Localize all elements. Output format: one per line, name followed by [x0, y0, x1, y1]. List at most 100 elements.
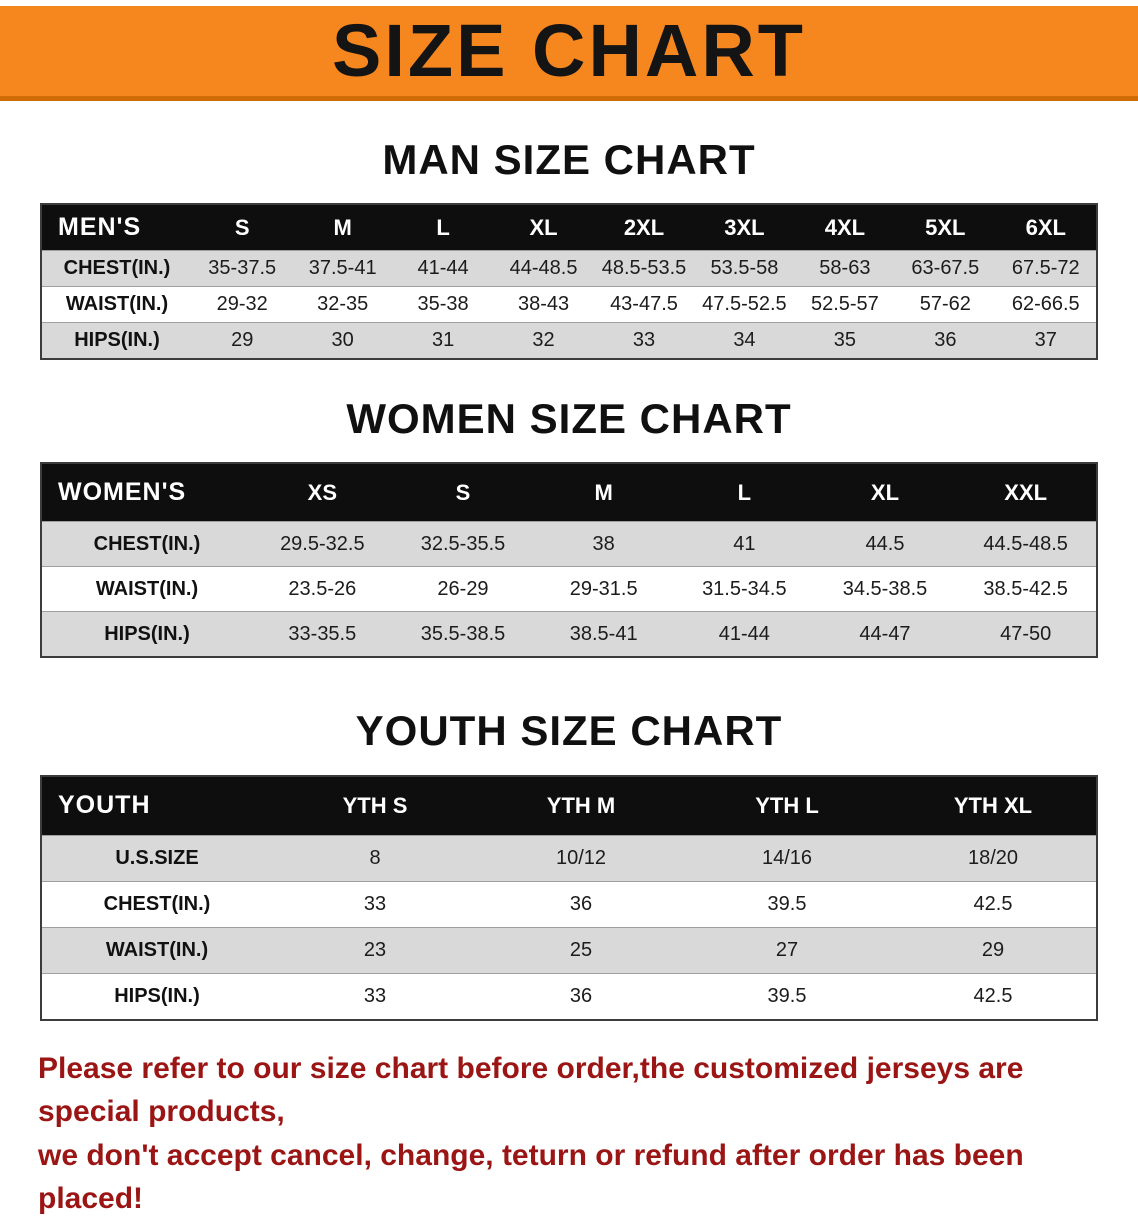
women-size-table: WOMEN'S XS S M L XL XXL CHEST(IN.) 29.5-32.5 32.5…: [40, 462, 1098, 659]
size-column-header: 6XL: [1025, 214, 1066, 240]
row-label: WAIST(IN.): [65, 293, 169, 316]
table-cell: 23: [363, 938, 387, 961]
footer-note: Please refer to our size chart before or…: [38, 1047, 1100, 1221]
table-cell: 36: [569, 892, 593, 915]
table-cell: 39.5: [767, 892, 807, 915]
table-cell: 32: [532, 329, 555, 352]
size-column-header: YTH XL: [953, 792, 1033, 818]
size-chart-page: SIZE CHART MAN SIZE CHART MEN'S S M L XL 2XL 3…: [0, 6, 1138, 1221]
table-cell: 23.5-26: [288, 577, 357, 600]
size-column-header: M: [333, 214, 352, 240]
table-cell: 38.5-42.5: [983, 577, 1068, 600]
table-cell: 32.5-35.5: [420, 532, 506, 555]
table-cell: 29-32: [216, 293, 268, 316]
table-cell: 10/12: [555, 846, 607, 869]
table-cell: 38: [592, 532, 615, 555]
size-column-header: M: [594, 479, 613, 505]
table-cell: 33-35.5: [288, 622, 357, 645]
table-cell: 36: [934, 329, 957, 352]
table-cell: 33: [363, 892, 387, 915]
size-column-header: XL: [529, 214, 558, 240]
size-column-header: XL: [870, 479, 900, 505]
table-cell: 29-31.5: [569, 577, 638, 600]
size-column-header: 4XL: [824, 214, 866, 240]
row-label: WAIST(IN.): [95, 577, 199, 600]
size-column-header: XS: [307, 479, 337, 505]
size-column-header: YTH M: [546, 792, 616, 818]
size-column-header: L: [436, 214, 450, 240]
table-cell: 35.5-38.5: [420, 622, 506, 645]
table-cell: 62-66.5: [1011, 293, 1080, 316]
table-cell: 48.5-53.5: [601, 257, 687, 280]
table-row: CHEST(IN.) 35-37.5 37.5-41 41-44 44-48.5 48.5…: [42, 250, 1096, 287]
table-cell: 38-43: [517, 293, 570, 316]
size-column-header: 2XL: [623, 214, 665, 240]
table-corner-label: MEN'S: [58, 213, 142, 242]
table-cell: 41-44: [718, 622, 770, 645]
table-cell: 26-29: [437, 577, 489, 600]
youth-size-table: YOUTH YTH S YTH M YTH L YTH XL U.S.SIZE 8 10/12…: [40, 774, 1098, 1021]
table-row: CHEST(IN.) 33 36 39.5 42.5: [42, 880, 1096, 927]
heading-youth-size-chart: YOUTH SIZE CHART: [355, 707, 783, 755]
table-cell: 37: [1034, 329, 1057, 352]
table-cell: 42.5: [973, 984, 1013, 1007]
table-cell: 41: [733, 532, 756, 555]
table-cell: 43-47.5: [610, 293, 678, 316]
size-column-header: L: [737, 479, 752, 505]
table-cell: 42.5: [973, 892, 1013, 915]
row-label: WAIST(IN.): [105, 938, 209, 961]
table-cell: 33: [632, 329, 656, 352]
table-cell: 37.5-41: [308, 257, 377, 280]
table-cell: 29.5-32.5: [280, 532, 365, 555]
row-label: CHEST(IN.): [63, 257, 171, 280]
row-label: HIPS(IN.): [104, 622, 190, 645]
table-cell: 25: [569, 938, 593, 961]
size-column-header: YTH L: [755, 792, 819, 818]
table-corner-label: YOUTH: [58, 791, 151, 820]
row-label: CHEST(IN.): [103, 892, 211, 915]
size-column-header: XXL: [1004, 479, 1048, 505]
men-size-table: MEN'S S M L XL 2XL 3XL 4XL 5XL 6XL CHEST(IN.) 35-37…: [40, 203, 1098, 361]
size-column-header: 3XL: [724, 214, 765, 240]
table-cell: 34: [733, 329, 756, 352]
table-corner-label: WOMEN'S: [58, 478, 187, 507]
table-cell: 33: [363, 984, 387, 1007]
table-cell: 35-38: [417, 293, 469, 316]
table-cell: 52.5-57: [810, 293, 879, 316]
table-header-row: YOUTH YTH S YTH M YTH L YTH XL: [42, 776, 1096, 835]
table-cell: 44-47: [859, 622, 911, 645]
row-label: HIPS(IN.): [74, 329, 160, 352]
table-cell: 44.5-48.5: [983, 532, 1068, 555]
table-cell: 44.5: [865, 532, 905, 555]
table-cell: 36: [569, 984, 593, 1007]
table-cell: 29: [231, 329, 254, 352]
table-cell: 44-48.5: [509, 257, 578, 280]
table-cell: 18/20: [967, 846, 1019, 869]
size-column-header: YTH S: [342, 792, 408, 818]
table-header-row: MEN'S S M L XL 2XL 3XL 4XL 5XL 6XL: [42, 205, 1096, 251]
table-cell: 58-63: [819, 257, 871, 280]
table-row: HIPS(IN.) 29 30 31 32 33 34 35 36 37: [42, 322, 1096, 359]
table-cell: 30: [331, 329, 354, 352]
table-cell: 14/16: [761, 846, 813, 869]
table-cell: 47-50: [1000, 622, 1052, 645]
table-cell: 29: [981, 938, 1005, 961]
heading-man-size-chart: MAN SIZE CHART: [382, 136, 756, 183]
table-cell: 34.5-38.5: [842, 577, 928, 600]
table-cell: 31.5-34.5: [702, 577, 787, 600]
table-cell: 67.5-72: [1011, 257, 1080, 280]
table-cell: 32-35: [317, 293, 369, 316]
table-cell: 41-44: [417, 257, 469, 280]
table-row: WAIST(IN.) 29-32 32-35 35-38 38-43 43-47.5 47.…: [42, 286, 1096, 323]
row-label: HIPS(IN.): [114, 984, 200, 1007]
size-column-header: S: [234, 214, 250, 240]
heading-women-size-chart: WOMEN SIZE CHART: [346, 395, 792, 443]
table-cell: 38.5-41: [569, 622, 638, 645]
size-column-header: S: [455, 479, 471, 505]
table-row: HIPS(IN.) 33-35.5 35.5-38.5 38.5-41 41-44 44-…: [42, 611, 1096, 657]
table-row: CHEST(IN.) 29.5-32.5 32.5-35.5 38 41 44.5 44.5…: [42, 521, 1096, 567]
size-column-header: 5XL: [925, 214, 966, 240]
page-title: SIZE CHART: [332, 9, 806, 92]
table-cell: 39.5: [767, 984, 807, 1007]
table-cell: 27: [775, 938, 799, 961]
